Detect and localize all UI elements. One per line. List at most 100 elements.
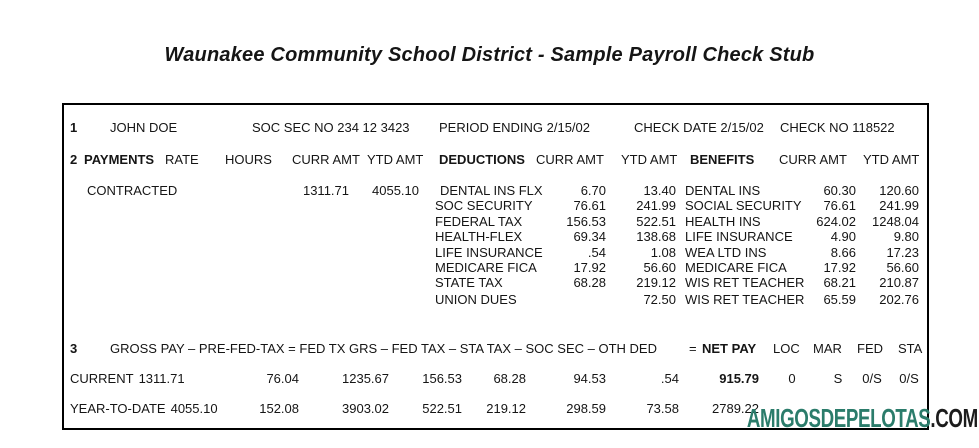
net-pay-value: 915.79 xyxy=(719,371,759,386)
deduction-curr-amt: 68.28 xyxy=(573,275,606,291)
detail-row: LIFE INSURANCE .54 1.08 WEA LTD INS 8.66… xyxy=(64,245,919,260)
deduction-name: SOC SECURITY xyxy=(435,198,533,214)
benefit-curr-amt: 8.66 xyxy=(830,244,856,260)
deduction-name: UNION DUES xyxy=(435,291,517,307)
oth-ded-value: 73.58 xyxy=(646,401,679,416)
watermark-suffix: .COM xyxy=(930,403,979,433)
benefit-name: LIFE INSURANCE xyxy=(685,229,793,245)
equals-sign: = xyxy=(689,341,697,356)
benefit-name: WIS RET TEACHER xyxy=(685,291,805,307)
detail-row: MEDICARE FICA 17.92 56.60 MEDICARE FICA … xyxy=(64,260,919,275)
payment-ytd-amt xyxy=(349,275,419,290)
detail-row: FEDERAL TAX 156.53 522.51 HEALTH INS 624… xyxy=(64,214,919,229)
deduction-curr-amt: 6.70 xyxy=(580,183,606,198)
benefit-name: MEDICARE FICA xyxy=(685,260,787,276)
sta-value: 0/S xyxy=(899,371,919,386)
deduction-name: STATE TAX xyxy=(435,275,503,291)
payment-ytd-amt xyxy=(349,260,419,275)
sta-tax-value: 219.12 xyxy=(486,401,526,416)
summary-row-year-to-date: YEAR-TO-DATE 4055.10 152.08 3903.02 522.5… xyxy=(64,401,925,416)
gross-pay-value: 4055.10 xyxy=(170,401,218,416)
gross-pay-value: 1311.71 xyxy=(138,371,185,386)
fed-tx-grs-value: 3903.02 xyxy=(342,401,389,416)
payments-curr-amt-header: CURR AMT xyxy=(292,152,360,167)
detail-row: UNION DUES 72.50 WIS RET TEACHER 65.59 2… xyxy=(64,292,919,307)
payment-type xyxy=(64,292,224,307)
benefit-ytd-amt: 202.76 xyxy=(879,291,919,307)
deduction-ytd-amt: 72.50 xyxy=(643,291,676,307)
payment-curr-amt xyxy=(224,214,349,229)
hours-column-header: HOURS xyxy=(225,152,272,167)
benefit-curr-amt: 17.92 xyxy=(823,260,856,276)
payment-type xyxy=(64,198,224,213)
deduction-curr-amt xyxy=(544,292,606,307)
payment-type xyxy=(64,229,224,244)
section-2-number: 2 xyxy=(70,152,78,167)
payment-type xyxy=(64,275,224,290)
detail-row: STATE TAX 68.28 219.12 WIS RET TEACHER 6… xyxy=(64,275,919,290)
deduction-name: DENTAL INS FLX xyxy=(440,183,543,198)
deduction-name: FEDERAL TAX xyxy=(435,213,523,229)
soc-sec-value: 94.53 xyxy=(573,371,606,386)
summary-row-label: CURRENT xyxy=(70,371,134,386)
pre-fed-tax-value: 152.08 xyxy=(259,401,299,416)
benefits-ytd-amt-header: YTD AMT xyxy=(863,152,920,167)
benefit-curr-amt: 76.61 xyxy=(823,198,856,214)
detail-row: CONTRACTED 1311.71 4055.10 DENTAL INS FL… xyxy=(64,183,919,198)
oth-ded-value: .54 xyxy=(660,371,679,386)
payroll-stub-box: 1 JOHN DOE SOC SEC NO 234 12 3423 PERIOD… xyxy=(62,103,929,430)
soc-sec-value: 298.59 xyxy=(566,401,606,416)
payment-ytd-amt xyxy=(349,245,419,260)
deduction-ytd-amt: 219.12 xyxy=(636,275,676,291)
deductions-column-header: DEDUCTIONS xyxy=(439,152,525,167)
deduction-curr-amt: .54 xyxy=(587,244,606,260)
deduction-curr-amt: 76.61 xyxy=(573,198,606,214)
payments-column-header: PAYMENTS xyxy=(84,152,155,167)
watermark-brand: AMIGOSDEPELOTAS xyxy=(747,403,931,433)
deductions-curr-amt-header: CURR AMT xyxy=(536,152,604,167)
benefit-name: HEALTH INS xyxy=(685,213,761,229)
payment-curr-amt xyxy=(224,198,349,213)
loc-column-header: LOC xyxy=(773,341,800,356)
benefit-ytd-amt: 210.87 xyxy=(879,275,919,291)
payment-curr-amt: 1311.71 xyxy=(302,183,349,198)
employee-name: JOHN DOE xyxy=(110,120,178,135)
section-3-number: 3 xyxy=(70,341,78,356)
benefit-curr-amt: 624.02 xyxy=(816,213,856,229)
deduction-ytd-amt: 1.08 xyxy=(650,244,676,260)
deduction-curr-amt: 17.92 xyxy=(573,260,606,276)
net-pay-value: 2789.22 xyxy=(712,401,759,416)
payments-ytd-amt-header: YTD AMT xyxy=(367,152,424,167)
benefit-ytd-amt: 241.99 xyxy=(879,198,919,214)
benefit-curr-amt: 68.21 xyxy=(823,275,856,291)
benefit-curr-amt: 60.30 xyxy=(823,183,856,198)
detail-rows: CONTRACTED 1311.71 4055.10 DENTAL INS FL… xyxy=(64,183,919,307)
deduction-name: LIFE INSURANCE xyxy=(435,244,543,260)
payment-curr-amt xyxy=(224,260,349,275)
deduction-curr-amt: 156.53 xyxy=(566,213,606,229)
payment-type: CONTRACTED xyxy=(87,183,178,198)
payment-ytd-amt: 4055.10 xyxy=(372,183,419,198)
check-date: CHECK DATE 2/15/02 xyxy=(634,120,764,135)
payment-ytd-amt xyxy=(349,198,419,213)
deduction-ytd-amt: 13.40 xyxy=(643,183,676,198)
payment-ytd-amt xyxy=(349,229,419,244)
deduction-ytd-amt: 241.99 xyxy=(636,198,676,214)
detail-row: HEALTH-FLEX 69.34 138.68 LIFE INSURANCE … xyxy=(64,229,919,244)
benefit-ytd-amt: 56.60 xyxy=(886,260,919,276)
payment-type xyxy=(64,260,224,275)
benefit-name: DENTAL INS xyxy=(685,183,761,198)
benefit-curr-amt: 4.90 xyxy=(830,229,856,245)
fed-tx-grs-value: 1235.67 xyxy=(342,371,389,386)
benefits-curr-amt-header: CURR AMT xyxy=(779,152,847,167)
benefit-curr-amt: 65.59 xyxy=(823,291,856,307)
pre-fed-tax-value: 76.04 xyxy=(266,371,299,386)
deductions-ytd-amt-header: YTD AMT xyxy=(621,152,678,167)
payment-curr-amt xyxy=(224,229,349,244)
sta-column-header: STA xyxy=(898,341,923,356)
benefit-ytd-amt: 17.23 xyxy=(886,244,919,260)
deduction-curr-amt: 69.34 xyxy=(573,229,606,245)
benefits-column-header: BENEFITS xyxy=(690,152,755,167)
fed-tax-value: 156.53 xyxy=(422,371,462,386)
detail-row: SOC SECURITY 76.61 241.99 SOCIAL SECURIT… xyxy=(64,198,919,213)
